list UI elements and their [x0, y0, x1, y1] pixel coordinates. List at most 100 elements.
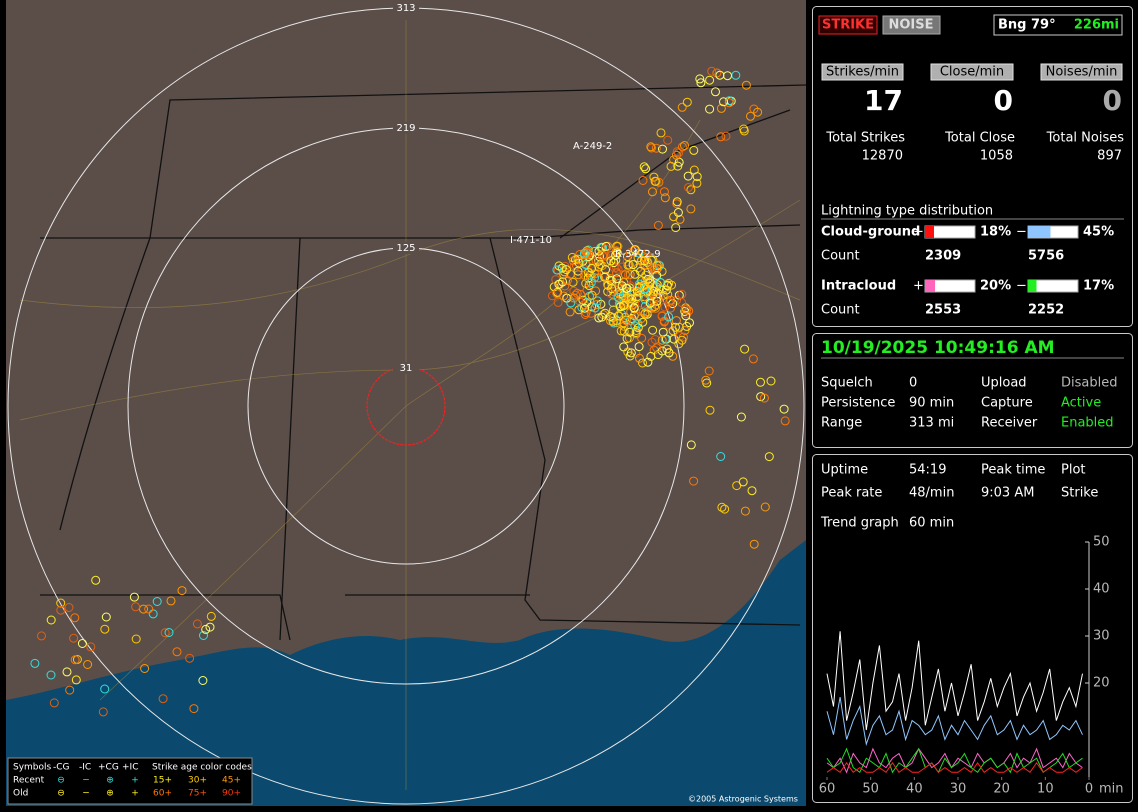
strike-symbol [666, 303, 675, 313]
strike-symbol [673, 161, 683, 171]
y-tick-label: 20 [1093, 676, 1110, 691]
rate-header: Noises/min [1046, 65, 1118, 80]
strike-symbol [779, 404, 789, 414]
strike-symbol [672, 147, 682, 157]
strike-symbol [656, 128, 666, 138]
total-value: 897 [1097, 149, 1122, 164]
strike-symbol [677, 298, 687, 307]
noise-button[interactable] [882, 15, 941, 35]
strike-symbol [148, 609, 158, 619]
strike-symbol [639, 280, 649, 290]
border [40, 224, 801, 239]
strike-symbol [584, 276, 594, 286]
storm-label: A-249-2 [573, 141, 612, 152]
sign: + [913, 279, 924, 294]
strike-symbol [198, 676, 208, 685]
x-tick-label: 0 [1085, 782, 1093, 797]
strike-symbol [748, 354, 758, 364]
stats: Uptime 54:19 Peak time Plot Peak rate 48/min 9… [820, 463, 1098, 531]
strike-symbol [552, 265, 562, 275]
x-tick-label: 40 [906, 782, 923, 797]
pct-label: 17% [1083, 279, 1114, 294]
total-label: Total Noises [1046, 131, 1125, 146]
strike-symbol [580, 310, 590, 319]
strike-symbol [705, 75, 715, 85]
strike-symbol [49, 698, 59, 708]
strike-symbol [70, 655, 80, 665]
setting-text: Capture [981, 396, 1033, 411]
strike-symbol [716, 103, 726, 113]
range-label-bg [393, 362, 419, 374]
setting-text: Persistence [821, 396, 895, 411]
strike-symbol [724, 98, 734, 108]
strike-button[interactable] [818, 15, 878, 35]
stat-text: 60 min [909, 516, 954, 531]
strike-symbol [642, 308, 652, 317]
strike-symbol [69, 633, 79, 643]
x-tick-label: 60 [819, 782, 836, 797]
strike-symbol [568, 256, 578, 266]
strike-symbol [177, 586, 187, 596]
strike-symbol [675, 214, 685, 224]
rates: Strikes/min 17 Total Strikes 12870 Close/min… [821, 63, 1125, 164]
count: 2252 [1028, 303, 1064, 318]
legend-symbol: − [82, 776, 90, 786]
storm-label: I-471-10 [510, 235, 552, 246]
stat-text: 9:03 AM [981, 486, 1034, 501]
strike-symbol [573, 266, 583, 276]
count-label: Count [821, 303, 860, 318]
strike-symbol [667, 280, 676, 290]
strike-symbol [561, 265, 571, 275]
strike-symbol [70, 613, 80, 623]
rate-header: Strikes/min [826, 65, 899, 80]
storm-label: R-3472-9 [615, 249, 661, 260]
strike-symbol [684, 183, 693, 192]
setting-text: Enabled [1061, 416, 1114, 431]
strike-symbol [689, 145, 699, 155]
strike-symbol [749, 539, 759, 549]
strike-symbol [640, 284, 650, 294]
strike-symbol [166, 596, 176, 606]
strike-symbol [740, 344, 750, 354]
range-labels: 313 219 125 31 [393, 2, 419, 374]
strike-symbol [628, 260, 638, 270]
strike-symbol [622, 283, 632, 293]
sign: + [913, 225, 924, 240]
setting-text: Disabled [1061, 376, 1117, 391]
strike-symbol [101, 612, 111, 622]
strike-symbol [746, 111, 755, 121]
strike-symbol [760, 502, 770, 512]
strike-symbol [756, 377, 765, 387]
strike-symbol [646, 351, 656, 361]
legend-symbol: ⊕ [106, 789, 114, 799]
stats-panel [812, 6, 1133, 327]
strike-symbol [637, 333, 647, 343]
strike-symbol [652, 296, 662, 306]
strike-symbol [651, 143, 661, 153]
strike-symbol [641, 164, 651, 174]
count: 2553 [925, 303, 961, 318]
count: 2309 [925, 249, 961, 264]
trend-line [826, 697, 1083, 747]
strike-symbol [764, 452, 774, 462]
strike-symbol [739, 126, 749, 136]
strike-symbol [717, 502, 727, 512]
strike-symbol [199, 631, 208, 640]
strike-symbol [686, 185, 696, 195]
legend-symbol: + [131, 789, 139, 799]
rate-value: 0 [1103, 84, 1122, 117]
strike-symbol [685, 318, 694, 328]
legend-symbol: ⊖ [57, 776, 65, 786]
strike-symbol [611, 250, 621, 260]
strike-symbol [658, 144, 667, 154]
border [279, 237, 301, 641]
strike-symbol [160, 628, 170, 638]
strike-symbol [131, 602, 141, 612]
strike-symbol [607, 279, 617, 289]
pct-label: 18% [980, 225, 1011, 240]
strike-symbol [131, 634, 141, 644]
strike-symbol [614, 311, 624, 321]
legend-age: 30+ [188, 776, 207, 786]
strike-symbol [740, 506, 750, 516]
